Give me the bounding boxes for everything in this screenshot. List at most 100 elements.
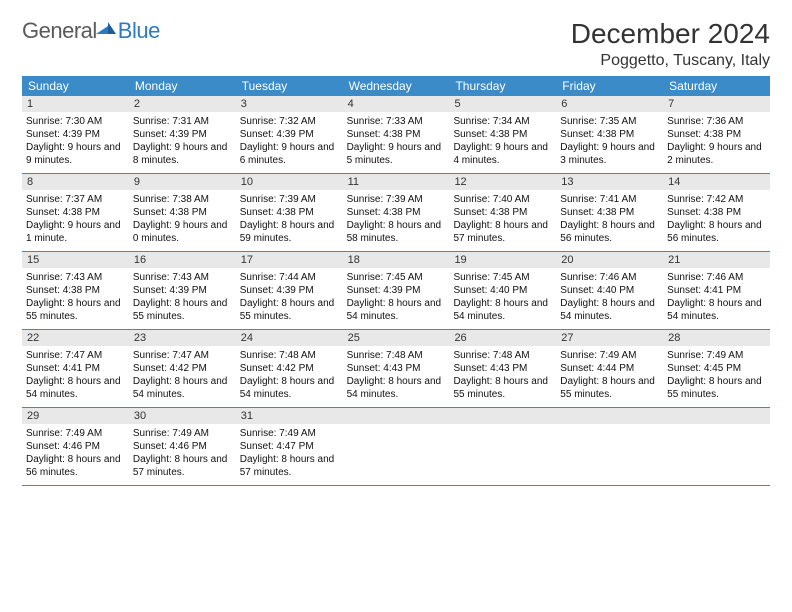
sunrise-text: Sunrise: 7:49 AM (560, 349, 659, 362)
daylight-text: Daylight: 8 hours and 54 minutes. (560, 297, 659, 323)
day-number: 14 (663, 174, 770, 190)
weekday-thursday: Thursday (449, 76, 556, 96)
sunset-text: Sunset: 4:45 PM (667, 362, 766, 375)
daylight-text: Daylight: 8 hours and 55 minutes. (453, 375, 552, 401)
daylight-text: Daylight: 9 hours and 8 minutes. (133, 141, 232, 167)
daylight-text: Daylight: 8 hours and 56 minutes. (560, 219, 659, 245)
sunrise-text: Sunrise: 7:35 AM (560, 115, 659, 128)
sunset-text: Sunset: 4:42 PM (240, 362, 339, 375)
sunrise-text: Sunrise: 7:47 AM (26, 349, 125, 362)
daylight-text: Daylight: 8 hours and 54 minutes. (667, 297, 766, 323)
daylight-text: Daylight: 8 hours and 58 minutes. (347, 219, 446, 245)
weeks-container: 1Sunrise: 7:30 AMSunset: 4:39 PMDaylight… (22, 96, 770, 486)
day-cell: 2Sunrise: 7:31 AMSunset: 4:39 PMDaylight… (129, 96, 236, 173)
weekday-wednesday: Wednesday (343, 76, 450, 96)
day-cell: 23Sunrise: 7:47 AMSunset: 4:42 PMDayligh… (129, 330, 236, 407)
sunrise-text: Sunrise: 7:34 AM (453, 115, 552, 128)
day-cell: 10Sunrise: 7:39 AMSunset: 4:38 PMDayligh… (236, 174, 343, 251)
day-cell: 16Sunrise: 7:43 AMSunset: 4:39 PMDayligh… (129, 252, 236, 329)
logo-icon (96, 20, 116, 43)
week-row: 8Sunrise: 7:37 AMSunset: 4:38 PMDaylight… (22, 174, 770, 252)
sunset-text: Sunset: 4:39 PM (26, 128, 125, 141)
sunset-text: Sunset: 4:38 PM (347, 206, 446, 219)
daylight-text: Daylight: 8 hours and 54 minutes. (240, 375, 339, 401)
sunset-text: Sunset: 4:41 PM (26, 362, 125, 375)
sunrise-text: Sunrise: 7:43 AM (26, 271, 125, 284)
day-body-empty (449, 424, 556, 476)
day-body: Sunrise: 7:34 AMSunset: 4:38 PMDaylight:… (449, 112, 556, 173)
day-cell: 18Sunrise: 7:45 AMSunset: 4:39 PMDayligh… (343, 252, 450, 329)
day-number: 29 (22, 408, 129, 424)
sunrise-text: Sunrise: 7:31 AM (133, 115, 232, 128)
daylight-text: Daylight: 8 hours and 55 minutes. (240, 297, 339, 323)
weekday-friday: Friday (556, 76, 663, 96)
day-number: 8 (22, 174, 129, 190)
sunrise-text: Sunrise: 7:48 AM (347, 349, 446, 362)
day-number: 9 (129, 174, 236, 190)
month-title: December 2024 (571, 18, 770, 50)
daylight-text: Daylight: 8 hours and 56 minutes. (667, 219, 766, 245)
day-body: Sunrise: 7:36 AMSunset: 4:38 PMDaylight:… (663, 112, 770, 173)
day-body: Sunrise: 7:46 AMSunset: 4:41 PMDaylight:… (663, 268, 770, 329)
sunset-text: Sunset: 4:39 PM (240, 284, 339, 297)
weekday-saturday: Saturday (663, 76, 770, 96)
daylight-text: Daylight: 8 hours and 55 minutes. (133, 297, 232, 323)
day-body-empty (556, 424, 663, 476)
sunset-text: Sunset: 4:38 PM (453, 206, 552, 219)
sunset-text: Sunset: 4:39 PM (347, 284, 446, 297)
day-number: 2 (129, 96, 236, 112)
sunset-text: Sunset: 4:42 PM (133, 362, 232, 375)
day-body: Sunrise: 7:49 AMSunset: 4:47 PMDaylight:… (236, 424, 343, 485)
sunrise-text: Sunrise: 7:48 AM (240, 349, 339, 362)
sunrise-text: Sunrise: 7:37 AM (26, 193, 125, 206)
title-block: December 2024 Poggetto, Tuscany, Italy (571, 18, 770, 70)
sunset-text: Sunset: 4:38 PM (26, 206, 125, 219)
daylight-text: Daylight: 8 hours and 54 minutes. (26, 375, 125, 401)
day-cell: 19Sunrise: 7:45 AMSunset: 4:40 PMDayligh… (449, 252, 556, 329)
day-number: 22 (22, 330, 129, 346)
sunset-text: Sunset: 4:41 PM (667, 284, 766, 297)
day-body: Sunrise: 7:48 AMSunset: 4:43 PMDaylight:… (449, 346, 556, 407)
weekday-header-row: SundayMondayTuesdayWednesdayThursdayFrid… (22, 76, 770, 96)
daylight-text: Daylight: 8 hours and 55 minutes. (26, 297, 125, 323)
day-number: 12 (449, 174, 556, 190)
daylight-text: Daylight: 8 hours and 54 minutes. (453, 297, 552, 323)
sunrise-text: Sunrise: 7:44 AM (240, 271, 339, 284)
day-number: 10 (236, 174, 343, 190)
sunrise-text: Sunrise: 7:46 AM (560, 271, 659, 284)
day-number: 31 (236, 408, 343, 424)
sunset-text: Sunset: 4:38 PM (560, 206, 659, 219)
daylight-text: Daylight: 9 hours and 5 minutes. (347, 141, 446, 167)
day-body: Sunrise: 7:42 AMSunset: 4:38 PMDaylight:… (663, 190, 770, 251)
day-cell: 20Sunrise: 7:46 AMSunset: 4:40 PMDayligh… (556, 252, 663, 329)
sunrise-text: Sunrise: 7:33 AM (347, 115, 446, 128)
day-cell: 27Sunrise: 7:49 AMSunset: 4:44 PMDayligh… (556, 330, 663, 407)
day-body: Sunrise: 7:43 AMSunset: 4:39 PMDaylight:… (129, 268, 236, 329)
day-number: 19 (449, 252, 556, 268)
day-body: Sunrise: 7:37 AMSunset: 4:38 PMDaylight:… (22, 190, 129, 251)
day-cell: 31Sunrise: 7:49 AMSunset: 4:47 PMDayligh… (236, 408, 343, 485)
day-number: 11 (343, 174, 450, 190)
day-cell: 3Sunrise: 7:32 AMSunset: 4:39 PMDaylight… (236, 96, 343, 173)
sunset-text: Sunset: 4:44 PM (560, 362, 659, 375)
sunrise-text: Sunrise: 7:32 AM (240, 115, 339, 128)
day-number: 16 (129, 252, 236, 268)
sunrise-text: Sunrise: 7:40 AM (453, 193, 552, 206)
day-body: Sunrise: 7:49 AMSunset: 4:46 PMDaylight:… (22, 424, 129, 485)
sunrise-text: Sunrise: 7:39 AM (347, 193, 446, 206)
sunrise-text: Sunrise: 7:47 AM (133, 349, 232, 362)
day-number: 18 (343, 252, 450, 268)
daylight-text: Daylight: 8 hours and 57 minutes. (133, 453, 232, 479)
daylight-text: Daylight: 9 hours and 3 minutes. (560, 141, 659, 167)
day-cell: 17Sunrise: 7:44 AMSunset: 4:39 PMDayligh… (236, 252, 343, 329)
sunrise-text: Sunrise: 7:48 AM (453, 349, 552, 362)
daylight-text: Daylight: 8 hours and 54 minutes. (347, 375, 446, 401)
day-cell: 29Sunrise: 7:49 AMSunset: 4:46 PMDayligh… (22, 408, 129, 485)
day-cell (343, 408, 450, 485)
sunrise-text: Sunrise: 7:49 AM (667, 349, 766, 362)
sunrise-text: Sunrise: 7:42 AM (667, 193, 766, 206)
day-cell: 21Sunrise: 7:46 AMSunset: 4:41 PMDayligh… (663, 252, 770, 329)
day-cell: 24Sunrise: 7:48 AMSunset: 4:42 PMDayligh… (236, 330, 343, 407)
daylight-text: Daylight: 9 hours and 2 minutes. (667, 141, 766, 167)
sunset-text: Sunset: 4:43 PM (453, 362, 552, 375)
